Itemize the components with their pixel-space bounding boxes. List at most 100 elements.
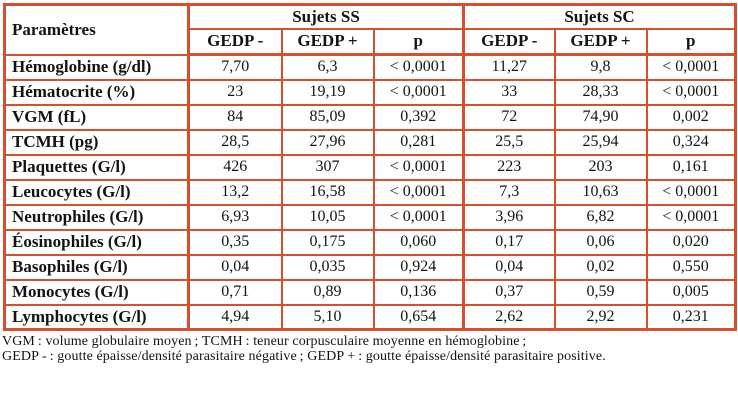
value-cell: 0,06 bbox=[553, 228, 648, 256]
value-cell: < 0,0001 bbox=[372, 53, 466, 81]
subheader-sc-p: p bbox=[645, 27, 737, 56]
row-label: Monocytes (G/l) bbox=[3, 278, 190, 306]
value-cell: 307 bbox=[280, 153, 375, 181]
value-cell: 25,94 bbox=[553, 128, 648, 156]
value-cell: 0,550 bbox=[645, 253, 737, 281]
value-cell: 4,94 bbox=[187, 303, 283, 331]
value-cell: 0,005 bbox=[645, 278, 737, 306]
value-cell: 0,002 bbox=[645, 103, 737, 131]
value-cell: 0,392 bbox=[372, 103, 466, 131]
value-cell: < 0,0001 bbox=[372, 203, 466, 231]
table-row: Neutrophiles (G/l) 6,93 10,05 < 0,0001 3,96 6… bbox=[3, 203, 737, 231]
value-cell: < 0,0001 bbox=[645, 178, 737, 206]
value-cell: 3,96 bbox=[462, 203, 556, 231]
row-label: Neutrophiles (G/l) bbox=[3, 203, 190, 231]
value-cell: 7,3 bbox=[462, 178, 556, 206]
value-cell: 11,27 bbox=[462, 53, 556, 81]
value-cell: 203 bbox=[553, 153, 648, 181]
value-cell: 0,89 bbox=[280, 278, 375, 306]
value-cell: 84 bbox=[187, 103, 283, 131]
row-label: Plaquettes (G/l) bbox=[3, 153, 190, 181]
value-cell: 0,175 bbox=[280, 228, 375, 256]
subheader-ss-p: p bbox=[372, 27, 466, 56]
row-label: Lymphocytes (G/l) bbox=[3, 303, 190, 331]
value-cell: 10,05 bbox=[280, 203, 375, 231]
subheader-ss-gedp-pos: GEDP + bbox=[280, 27, 375, 56]
value-cell: 0,654 bbox=[372, 303, 466, 331]
subheader-sc-gedp-neg: GEDP - bbox=[462, 27, 556, 56]
row-label: Hématocrite (%) bbox=[3, 78, 190, 106]
value-cell: 0,59 bbox=[553, 278, 648, 306]
table-row: Plaquettes (G/l) 426 307 < 0,0001 223 203 0,16… bbox=[3, 153, 737, 181]
value-cell: 9,8 bbox=[553, 53, 648, 81]
value-cell: 72 bbox=[462, 103, 556, 131]
table-row: Hématocrite (%) 23 19,19 < 0,0001 33 28,33 < 0… bbox=[3, 78, 737, 106]
subheader-ss-gedp-neg: GEDP - bbox=[187, 27, 283, 56]
value-cell: 0,281 bbox=[372, 128, 466, 156]
footnote-line-abbreviations: VGM : volume globulaire moyen ; TCMH : t… bbox=[2, 334, 527, 349]
table-row: Lymphocytes (G/l) 4,94 5,10 0,654 2,62 2,92 0,… bbox=[3, 303, 737, 331]
value-cell: 0,35 bbox=[187, 228, 283, 256]
value-cell: 6,82 bbox=[553, 203, 648, 231]
group-header-sujets-ss: Sujets SS bbox=[187, 3, 466, 30]
value-cell: 16,58 bbox=[280, 178, 375, 206]
value-cell: 13,2 bbox=[187, 178, 283, 206]
table-row: VGM (fL) 84 85,09 0,392 72 74,90 0,002 bbox=[3, 103, 737, 131]
group-header-row: Paramètres Sujets SS Sujets SC bbox=[3, 3, 737, 56]
value-cell: 23 bbox=[187, 78, 283, 106]
footnote-line-gedp-definitions: GEDP - : goutte épaisse/densité parasita… bbox=[2, 349, 606, 364]
value-cell: 0,035 bbox=[280, 253, 375, 281]
subheader-row: GEDP - GEDP + p GEDP - GEDP + p bbox=[5, 27, 737, 56]
subheader-sc-gedp-pos: GEDP + bbox=[553, 27, 648, 56]
value-cell: 426 bbox=[187, 153, 283, 181]
row-label: Hémoglobine (g/dl) bbox=[3, 53, 190, 81]
value-cell: 2,62 bbox=[462, 303, 556, 331]
value-cell: 0,924 bbox=[372, 253, 466, 281]
value-cell: 7,70 bbox=[187, 53, 283, 81]
table-row: Leucocytes (G/l) 13,2 16,58 < 0,0001 7,3 10,6… bbox=[3, 178, 737, 206]
value-cell: 6,3 bbox=[280, 53, 375, 81]
value-cell: 0,04 bbox=[462, 253, 556, 281]
footnotes: VGM : volume globulaire moyen ; TCMH : t… bbox=[2, 334, 738, 364]
row-label: VGM (fL) bbox=[3, 103, 190, 131]
row-label: Leucocytes (G/l) bbox=[3, 178, 190, 206]
value-cell: < 0,0001 bbox=[645, 203, 737, 231]
page: Paramètres Sujets SS Sujets SC GEDP - GE… bbox=[0, 3, 738, 403]
table-body: Hémoglobine (g/dl) 7,70 6,3 < 0,0001 11,27 9,… bbox=[3, 53, 737, 331]
value-cell: 0,02 bbox=[553, 253, 648, 281]
param-header-cell: Paramètres bbox=[3, 3, 190, 56]
value-cell: < 0,0001 bbox=[372, 153, 466, 181]
value-cell: 0,04 bbox=[187, 253, 283, 281]
table-row: TCMH (pg) 28,5 27,96 0,281 25,5 25,94 0,324 bbox=[3, 128, 737, 156]
value-cell: 25,5 bbox=[462, 128, 556, 156]
value-cell: 0,71 bbox=[187, 278, 283, 306]
value-cell: 0,231 bbox=[645, 303, 737, 331]
value-cell: < 0,0001 bbox=[645, 78, 737, 106]
value-cell: 10,63 bbox=[553, 178, 648, 206]
table-row: Monocytes (G/l) 0,71 0,89 0,136 0,37 0,59 0,00… bbox=[3, 278, 737, 306]
group-header-sujets-sc: Sujets SC bbox=[462, 3, 737, 30]
value-cell: 28,5 bbox=[187, 128, 283, 156]
value-cell: 0,17 bbox=[462, 228, 556, 256]
value-cell: < 0,0001 bbox=[645, 53, 737, 81]
hematology-parameters-table: Paramètres Sujets SS Sujets SC GEDP - GE… bbox=[3, 3, 738, 331]
value-cell: 0,37 bbox=[462, 278, 556, 306]
value-cell: 33 bbox=[462, 78, 556, 106]
value-cell: < 0,0001 bbox=[372, 178, 466, 206]
value-cell: 0,020 bbox=[645, 228, 737, 256]
value-cell: 0,060 bbox=[372, 228, 466, 256]
table-row: Éosinophiles (G/l) 0,35 0,175 0,060 0,17 0,06… bbox=[3, 228, 737, 256]
value-cell: 74,90 bbox=[553, 103, 648, 131]
value-cell: 19,19 bbox=[280, 78, 375, 106]
value-cell: 0,161 bbox=[645, 153, 737, 181]
value-cell: 0,136 bbox=[372, 278, 466, 306]
table-row: Hémoglobine (g/dl) 7,70 6,3 < 0,0001 11,27 9,… bbox=[3, 53, 737, 81]
table-row: Basophiles (G/l) 0,04 0,035 0,924 0,04 0,02 0,… bbox=[3, 253, 737, 281]
value-cell: 28,33 bbox=[553, 78, 648, 106]
value-cell: 5,10 bbox=[280, 303, 375, 331]
value-cell: < 0,0001 bbox=[372, 78, 466, 106]
value-cell: 223 bbox=[462, 153, 556, 181]
row-label: TCMH (pg) bbox=[3, 128, 190, 156]
value-cell: 0,324 bbox=[645, 128, 737, 156]
value-cell: 85,09 bbox=[280, 103, 375, 131]
